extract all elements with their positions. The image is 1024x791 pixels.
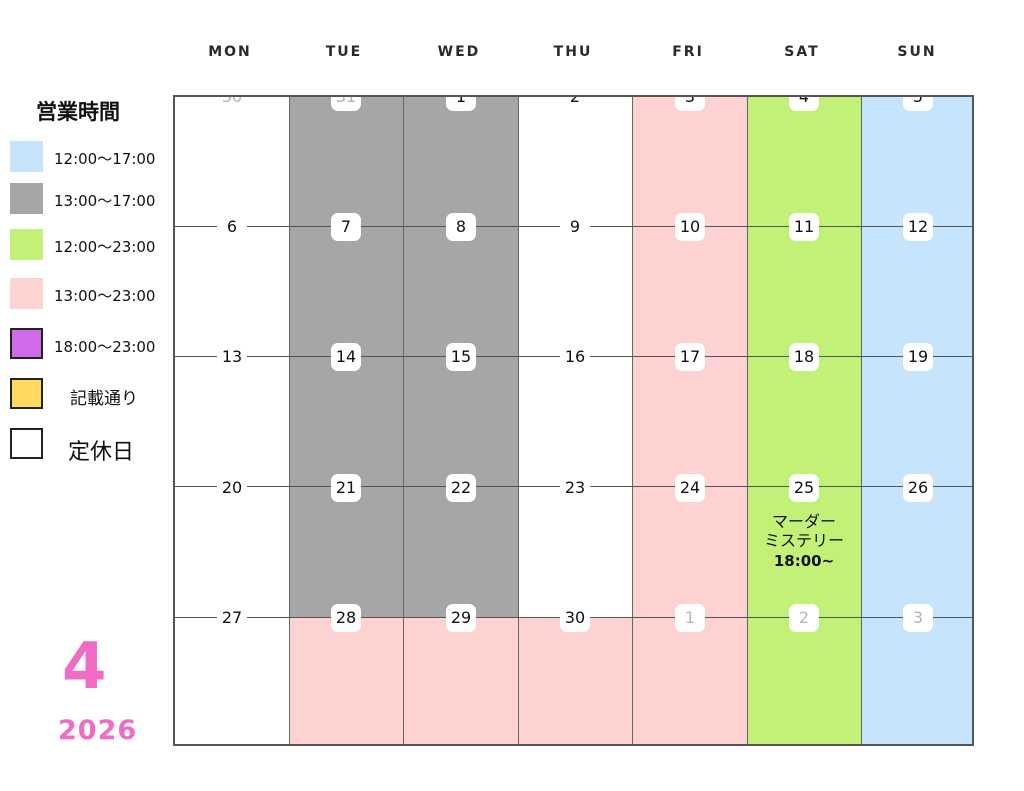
hours-region-fri bbox=[632, 97, 747, 744]
date-label: 30 bbox=[560, 604, 590, 632]
date-label: 13 bbox=[217, 343, 247, 371]
date-label: 15 bbox=[446, 343, 476, 371]
legend-label-7: 定休日 bbox=[68, 440, 135, 465]
date-label: 2 bbox=[560, 97, 590, 111]
weekday-wed: WED bbox=[437, 44, 481, 60]
date-label: 22 bbox=[446, 474, 476, 502]
date-label: 3 bbox=[903, 604, 933, 632]
weekday-thu: THU bbox=[553, 44, 593, 60]
date-label: 16 bbox=[560, 343, 590, 371]
date-label: 28 bbox=[331, 604, 361, 632]
legend-label-6: 記載通り bbox=[70, 389, 138, 409]
date-label: 8 bbox=[446, 213, 476, 241]
weekday-fri: FRI bbox=[672, 44, 704, 60]
date-label: 31 bbox=[331, 97, 361, 111]
legend-swatch-gray bbox=[10, 183, 43, 214]
column-divider bbox=[861, 97, 862, 744]
date-label: 1 bbox=[446, 97, 476, 111]
legend-label-5: 18:00〜23:00 bbox=[54, 338, 156, 356]
weekday-sat: SAT bbox=[784, 44, 820, 60]
date-label: 10 bbox=[675, 213, 705, 241]
event-title-line2: ミステリー bbox=[763, 531, 844, 550]
date-label: 2 bbox=[789, 604, 819, 632]
date-label: 25 bbox=[789, 474, 819, 502]
event-time: 18:00~ bbox=[773, 552, 835, 570]
date-label: 26 bbox=[903, 474, 933, 502]
event-title-line1: マーダー bbox=[771, 512, 836, 531]
date-label: 20 bbox=[217, 474, 247, 502]
date-label: 5 bbox=[903, 97, 933, 111]
date-label: 12 bbox=[903, 213, 933, 241]
date-label: 17 bbox=[675, 343, 705, 371]
column-divider bbox=[403, 97, 404, 744]
legend-label-2: 13:00〜17:00 bbox=[54, 192, 156, 210]
date-label: 30 bbox=[217, 97, 247, 111]
date-label: 9 bbox=[560, 213, 590, 241]
date-label: 4 bbox=[789, 97, 819, 111]
legend-label-4: 13:00〜23:00 bbox=[54, 287, 156, 305]
hours-region-sun bbox=[861, 97, 972, 744]
month-number: 4 bbox=[62, 630, 107, 704]
weekday-mon: MON bbox=[208, 44, 252, 60]
date-label: 23 bbox=[560, 474, 590, 502]
year: 2026 bbox=[58, 715, 138, 746]
hours-region-sat bbox=[747, 97, 861, 744]
legend-swatch-purple bbox=[10, 328, 43, 359]
date-label: 11 bbox=[789, 213, 819, 241]
column-divider bbox=[518, 97, 519, 744]
legend-swatch-pink bbox=[10, 278, 43, 309]
date-label: 19 bbox=[903, 343, 933, 371]
legend-swatch-yellow bbox=[10, 378, 43, 409]
legend-label-3: 12:00〜23:00 bbox=[54, 238, 156, 256]
legend-label-1: 12:00〜17:00 bbox=[54, 150, 156, 168]
column-divider bbox=[289, 97, 290, 744]
date-label: 14 bbox=[331, 343, 361, 371]
event-note-murder-mystery: マーダー ミステリー 18:00~ bbox=[747, 512, 861, 571]
date-label: 29 bbox=[446, 604, 476, 632]
date-label: 3 bbox=[675, 97, 705, 111]
date-label: 7 bbox=[331, 213, 361, 241]
legend-swatch-green bbox=[10, 229, 43, 260]
date-label: 27 bbox=[217, 604, 247, 632]
column-divider bbox=[747, 97, 748, 744]
date-label: 1 bbox=[675, 604, 705, 632]
date-label: 21 bbox=[331, 474, 361, 502]
date-label: 6 bbox=[217, 213, 247, 241]
column-divider bbox=[632, 97, 633, 744]
calendar-grid: 30 31 1 2 3 4 5 6 7 8 9 10 11 12 13 14 15 16 17 18 19 20 21 22 2… bbox=[173, 95, 974, 746]
legend-swatch-white bbox=[10, 428, 43, 459]
legend-title: 営業時間 bbox=[36, 100, 120, 124]
hours-region-tue-thu-last-week bbox=[289, 617, 632, 744]
date-label: 18 bbox=[789, 343, 819, 371]
date-label: 24 bbox=[675, 474, 705, 502]
legend-swatch-blue bbox=[10, 141, 43, 172]
weekday-tue: TUE bbox=[325, 44, 363, 60]
weekday-sun: SUN bbox=[897, 44, 937, 60]
